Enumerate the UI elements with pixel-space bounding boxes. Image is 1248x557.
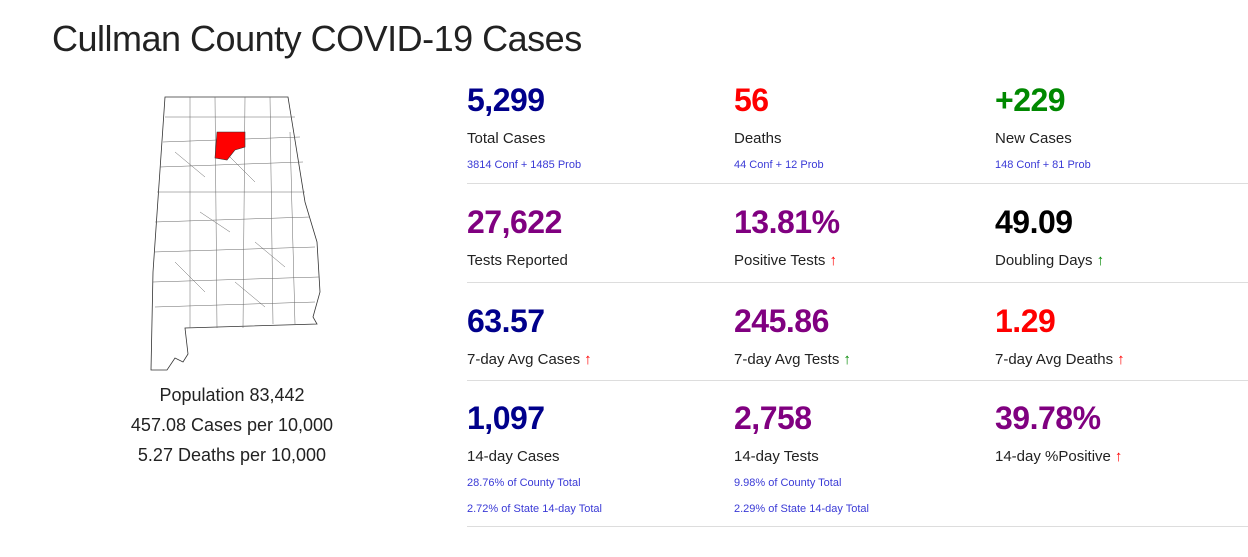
stat-label: 14-day Cases bbox=[467, 448, 717, 465]
stat-value: 63.57 bbox=[467, 303, 545, 339]
stat-label: 7-day Avg Cases ↑ bbox=[467, 351, 717, 368]
arrow-up-icon: ↑ bbox=[584, 351, 592, 368]
stat-label-text: 14-day %Positive bbox=[995, 448, 1111, 465]
stat-value: +229 bbox=[995, 82, 1066, 118]
stat-label-text: 7-day Avg Cases bbox=[467, 351, 581, 368]
stat-card: 1,097 14-day Cases 28.76% of County Total… bbox=[467, 400, 717, 515]
stat-label: Deaths bbox=[734, 130, 984, 147]
stat-card: 1.29 7-day Avg Deaths ↑ bbox=[995, 303, 1245, 368]
stat-value: 1.29 bbox=[995, 303, 1056, 339]
stat-label-text: Deaths bbox=[734, 130, 782, 147]
stat-card: 27,622 Tests Reported bbox=[467, 204, 717, 269]
stat-card: 39.78% 14-day %Positive ↑ bbox=[995, 400, 1245, 465]
stat-value: 49.09 bbox=[995, 204, 1073, 240]
stat-label: 14-day %Positive ↑ bbox=[995, 448, 1245, 465]
alabama-county-map bbox=[150, 96, 321, 371]
stat-value: 2,758 bbox=[734, 400, 812, 436]
stat-label: Total Cases bbox=[467, 130, 717, 147]
stat-label-text: Positive Tests bbox=[734, 252, 826, 269]
stat-label-text: New Cases bbox=[995, 130, 1072, 147]
stat-label: Positive Tests ↑ bbox=[734, 252, 984, 269]
stat-label-text: Tests Reported bbox=[467, 252, 568, 269]
stat-label: 7-day Avg Deaths ↑ bbox=[995, 351, 1245, 368]
arrow-up-icon: ↑ bbox=[1117, 351, 1125, 368]
stat-value: 1,097 bbox=[467, 400, 545, 436]
stat-value: 245.86 bbox=[734, 303, 829, 339]
arrow-up-icon: ↑ bbox=[1114, 448, 1123, 465]
stat-subtext: 2.72% of State 14-day Total bbox=[467, 503, 602, 515]
cullman-county-highlight bbox=[214, 131, 246, 161]
stat-value: 5,299 bbox=[467, 82, 545, 118]
arrow-up-icon: ↑ bbox=[829, 252, 837, 269]
stat-subtext: 3814 Conf + 1485 Prob bbox=[467, 159, 582, 171]
stat-card: 5,299 Total Cases 3814 Conf + 1485 Prob bbox=[467, 82, 717, 171]
arrow-up-icon: ↑ bbox=[1096, 252, 1105, 269]
stat-subtext: 28.76% of County Total bbox=[467, 477, 581, 489]
stat-label-text: 14-day Cases bbox=[467, 448, 560, 465]
stat-card: 49.09 Doubling Days ↑ bbox=[995, 204, 1245, 269]
deaths-per-10000: 5.27 Deaths per 10,000 bbox=[137, 445, 327, 465]
stat-subtext: 44 Conf + 12 Prob bbox=[734, 159, 824, 171]
page-title: Cullman County COVID-19 Cases bbox=[52, 18, 582, 59]
arrow-up-icon: ↑ bbox=[843, 351, 851, 368]
stat-card: 63.57 7-day Avg Cases ↑ bbox=[467, 303, 717, 368]
stat-label: New Cases bbox=[995, 130, 1245, 147]
stat-subtext: 2.29% of State 14-day Total bbox=[734, 503, 869, 515]
stat-value: 39.78% bbox=[995, 400, 1101, 436]
stat-card: 245.86 7-day Avg Tests ↑ bbox=[734, 303, 984, 368]
stat-label-text: Total Cases bbox=[467, 130, 546, 147]
stat-label: 7-day Avg Tests ↑ bbox=[734, 351, 984, 368]
stat-value: 13.81% bbox=[734, 204, 840, 240]
stat-card: +229 New Cases 148 Conf + 81 Prob bbox=[995, 82, 1245, 171]
stat-label-text: 14-day Tests bbox=[734, 448, 819, 465]
divider bbox=[467, 183, 1248, 184]
stat-label-text: 7-day Avg Deaths bbox=[995, 351, 1114, 368]
stat-card: 56 Deaths 44 Conf + 12 Prob bbox=[734, 82, 984, 171]
stat-label-text: 7-day Avg Tests bbox=[734, 351, 840, 368]
stat-label: 14-day Tests bbox=[734, 448, 984, 465]
divider bbox=[467, 526, 1248, 527]
divider bbox=[467, 380, 1248, 381]
stat-value: 27,622 bbox=[467, 204, 562, 240]
cases-per-10000: 457.08 Cases per 10,000 bbox=[130, 415, 334, 435]
stat-label: Tests Reported bbox=[467, 252, 717, 269]
stat-subtext: 9.98% of County Total bbox=[734, 477, 842, 489]
divider bbox=[467, 282, 1248, 283]
stat-card: 2,758 14-day Tests 9.98% of County Total 2… bbox=[734, 400, 984, 515]
population: Population 83,442 bbox=[159, 385, 305, 405]
stat-label-text: Doubling Days bbox=[995, 252, 1093, 269]
stat-card: 13.81% Positive Tests ↑ bbox=[734, 204, 984, 269]
stat-subtext: 148 Conf + 81 Prob bbox=[995, 159, 1091, 171]
stat-value: 56 bbox=[734, 82, 769, 118]
stat-label: Doubling Days ↑ bbox=[995, 252, 1245, 269]
